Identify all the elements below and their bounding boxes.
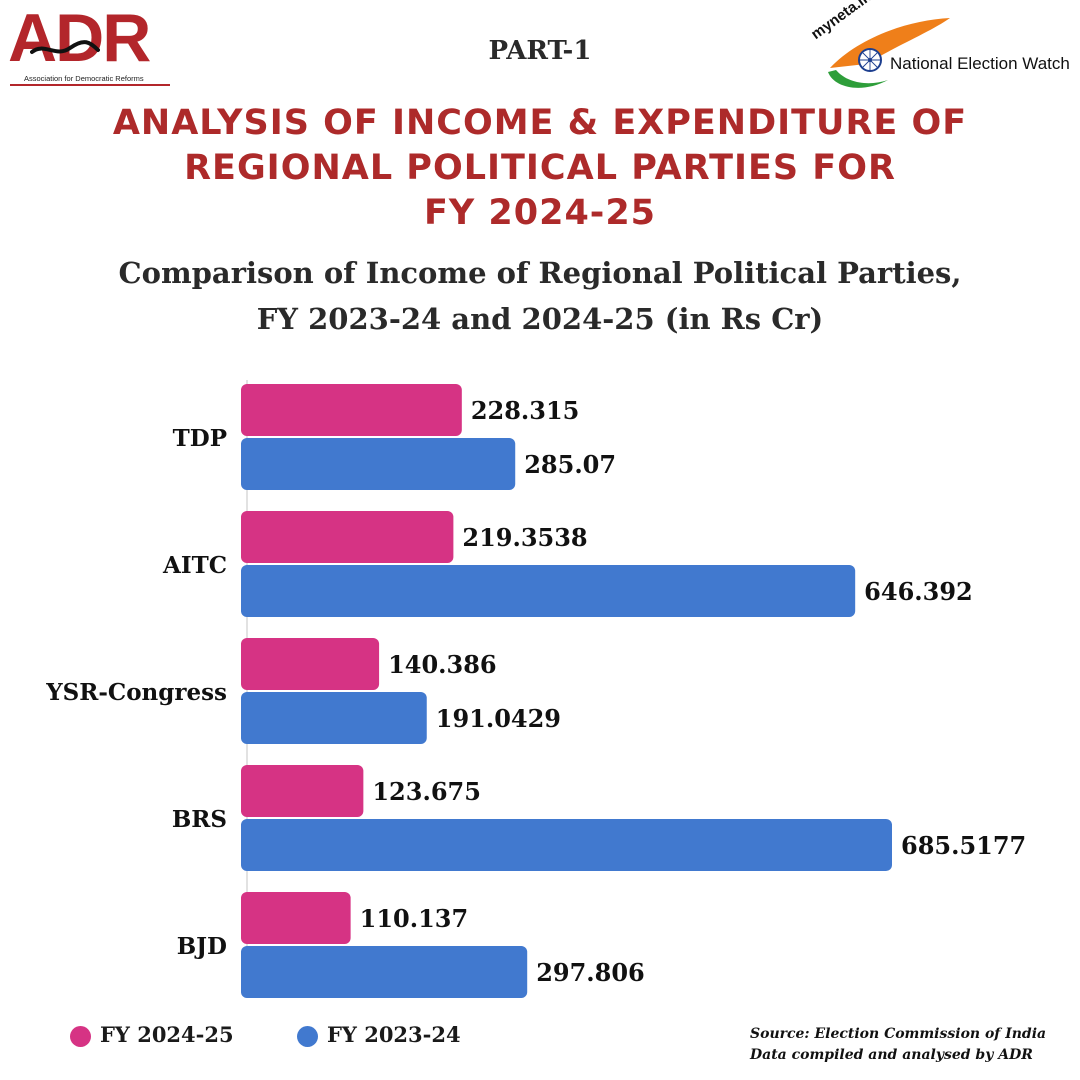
category-label-tdp: TDP <box>173 425 227 452</box>
bar-brs-fy-2024-25 <box>241 765 364 817</box>
category-label-bjd: BJD <box>177 933 227 960</box>
legend-swatch-fy2024-25 <box>70 1026 91 1047</box>
bar-base-ysr-congress-1 <box>247 692 255 744</box>
value-label-bjd-0: 110.137 <box>360 904 469 933</box>
bar-bjd-fy-2024-25 <box>241 892 351 944</box>
value-label-brs-0: 123.675 <box>372 777 481 806</box>
income-bar-chart: TDP 228.315 285.07 AITC 219.3538 646.392 YSR-C… <box>45 380 1026 998</box>
value-label-tdp-0: 228.315 <box>471 396 580 425</box>
value-label-tdp-1: 285.07 <box>524 450 616 479</box>
category-label-brs: BRS <box>172 806 227 833</box>
bar-ysr-congress-fy-2023-24 <box>241 692 427 744</box>
bar-bjd-fy-2023-24 <box>241 946 528 998</box>
bar-aitc-fy-2023-24 <box>241 565 856 617</box>
part-label: PART-1 <box>488 36 592 66</box>
bar-aitc-fy-2024-25 <box>241 511 454 563</box>
bar-base-brs-1 <box>247 819 255 871</box>
bar-tdp-fy-2023-24 <box>241 438 516 490</box>
adr-logo-subtitle: Association for Democratic Reforms <box>24 74 144 83</box>
adr-logo-text: ADR <box>8 0 151 76</box>
chart-subtitle-line-1: Comparison of Income of Regional Politic… <box>118 256 962 290</box>
national-election-watch-text: National Election Watch <box>890 54 1070 73</box>
value-label-ysr-congress-0: 140.386 <box>388 650 497 679</box>
adr-underline <box>10 84 170 86</box>
bar-base-tdp-0 <box>247 384 255 436</box>
legend-label-fy2023-24: FY 2023-24 <box>327 1022 461 1047</box>
source-line-1: Source: Election Commission of India <box>750 1026 1047 1042</box>
bar-base-bjd-1 <box>247 946 255 998</box>
bar-base-bjd-0 <box>247 892 255 944</box>
source-line-2: Data compiled and analysed by ADR <box>750 1047 1033 1063</box>
bar-base-tdp-1 <box>247 438 255 490</box>
adr-logo: ADR Association for Democratic Reforms <box>8 2 170 86</box>
main-title-line-2: REGIONAL POLITICAL PARTIES FOR <box>184 148 896 188</box>
bar-brs-fy-2023-24 <box>241 819 892 871</box>
value-label-aitc-1: 646.392 <box>864 577 973 606</box>
bar-base-brs-0 <box>247 765 255 817</box>
value-label-bjd-1: 297.806 <box>536 958 645 987</box>
chart-subtitle-line-2: FY 2023-24 and 2024-25 (in Rs Cr) <box>256 302 824 336</box>
value-label-ysr-congress-1: 191.0429 <box>436 704 561 733</box>
source-note: Source: Election Commission of India Dat… <box>750 1024 1068 1066</box>
value-label-aitc-0: 219.3538 <box>462 523 587 552</box>
bar-base-aitc-0 <box>247 511 255 563</box>
category-label-aitc: AITC <box>162 552 227 579</box>
legend-swatch-fy2023-24 <box>297 1026 318 1047</box>
legend-label-fy2024-25: FY 2024-25 <box>100 1022 234 1047</box>
myneta-emblem-icon <box>828 18 950 88</box>
bar-base-ysr-congress-0 <box>247 638 255 690</box>
bar-ysr-congress-fy-2024-25 <box>241 638 380 690</box>
adr-swash-icon <box>30 40 100 54</box>
value-label-brs-1: 685.5177 <box>901 831 1026 860</box>
myneta-logo: myneta.info National Election Watch <box>808 0 1080 90</box>
bar-base-aitc-1 <box>247 565 255 617</box>
main-title-line-3: FY 2024-25 <box>423 193 657 233</box>
bar-tdp-fy-2024-25 <box>241 384 462 436</box>
main-title-line-1: ANALYSIS OF INCOME & EXPENDITURE OF <box>112 103 968 143</box>
category-label-ysr-congress: YSR-Congress <box>45 679 227 706</box>
